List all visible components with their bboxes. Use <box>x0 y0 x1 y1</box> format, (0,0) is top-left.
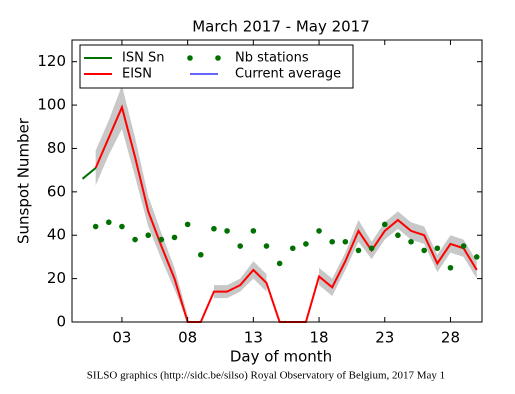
legend-swatch <box>187 55 193 61</box>
x-tick-label: 08 <box>178 329 197 347</box>
y-tick-label: 60 <box>47 182 66 200</box>
station-dot <box>434 245 441 252</box>
x-tick-label: 18 <box>310 329 329 347</box>
x-axis-label: Day of month <box>230 348 332 366</box>
x-tick-label: 28 <box>441 329 460 347</box>
legend-swatch <box>215 55 221 61</box>
station-dot <box>408 238 414 245</box>
station-dot <box>263 243 270 249</box>
plot-frame <box>71 39 483 323</box>
station-dot <box>211 225 217 232</box>
station-dot <box>316 228 322 234</box>
station-dot <box>342 238 349 245</box>
footer: SILSO graphics (http://sidc.be/silso) Ro… <box>87 370 445 382</box>
station-dot <box>132 236 138 243</box>
y-tick-label: 20 <box>47 269 66 287</box>
y-tick-label: 40 <box>47 226 66 244</box>
station-dot <box>355 247 362 254</box>
x-tick-label: 23 <box>375 329 394 347</box>
station-dot <box>145 232 152 239</box>
station-dot <box>197 251 204 258</box>
station-dot <box>460 243 467 249</box>
legend-label: ISN Sn <box>122 51 164 66</box>
station-dot <box>381 221 388 228</box>
x-tick-label: 03 <box>112 329 131 347</box>
station-dot <box>224 228 230 234</box>
error-band <box>319 211 477 296</box>
station-dot <box>92 223 99 230</box>
station-dot <box>289 245 296 252</box>
y-tick-label: 0 <box>56 313 66 331</box>
station-dot <box>329 238 335 245</box>
station-dot <box>158 236 165 243</box>
station-dot <box>276 260 283 267</box>
legend-box <box>79 44 354 89</box>
station-dot <box>395 232 401 239</box>
station-dot <box>473 254 480 260</box>
station-dot <box>105 219 112 226</box>
y-tick-label: 120 <box>37 52 66 70</box>
y-axis-label: Sunspot Number <box>15 117 33 244</box>
legend-label: EISN <box>122 67 152 82</box>
station-dot <box>368 245 375 252</box>
x-tick-label: 13 <box>244 329 263 347</box>
station-dot <box>237 243 244 249</box>
station-dot <box>250 228 257 234</box>
chart-title: March 2017 - May 2017 <box>192 18 370 36</box>
error-band <box>95 85 188 322</box>
station-dot <box>171 234 178 241</box>
station-dot <box>184 221 191 228</box>
station-dot <box>119 223 125 230</box>
station-dot <box>421 247 427 254</box>
station-dot <box>303 241 309 247</box>
station-dot <box>447 264 454 271</box>
series-line <box>81 167 97 180</box>
y-tick-label: 100 <box>37 96 66 114</box>
legend-label: Nb stations <box>235 51 309 66</box>
y-tick-label: 80 <box>47 139 66 157</box>
legend-label: Current average <box>235 67 341 82</box>
